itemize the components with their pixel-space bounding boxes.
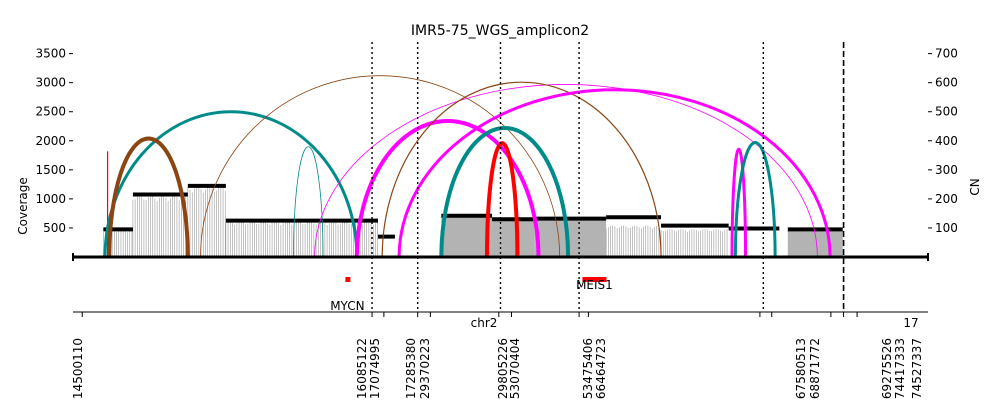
gene-mark-meis1	[582, 277, 607, 282]
breakpoint-arc	[314, 84, 818, 258]
y-axis-label-right: CN	[968, 178, 982, 195]
breakpoint-arc	[733, 141, 777, 258]
y-tick-label-right: 100	[935, 221, 958, 235]
x-axis-label-chr17: 17	[903, 316, 918, 330]
breakpoint-label: 74527337	[910, 338, 924, 399]
breakpoint-lines-layer	[371, 42, 845, 312]
breakpoint-label: 53070404	[508, 338, 522, 399]
y-axis-label-left: Coverage	[16, 177, 30, 235]
breakpoint-arc	[354, 119, 541, 258]
breakpoint-arc	[381, 81, 662, 258]
y-tick-label-left: 1500	[35, 163, 66, 177]
breakpoint-arcs-layer	[103, 75, 832, 258]
breakpoint-label: 67580513	[794, 338, 808, 399]
breakpoint-label: 17285380	[404, 338, 418, 399]
breakpoint-label: 16085122	[355, 338, 369, 399]
y-tick-label-right: 500	[935, 105, 958, 119]
breakpoint-arc	[439, 126, 571, 258]
cn-segments-layer	[103, 183, 843, 239]
breakpoint-labels: 14500110 16085122 17074995 17285380 29370223…	[71, 338, 924, 399]
breakpoint-arc	[730, 147, 748, 258]
breakpoint-label: 53475406	[581, 338, 595, 399]
coverage-region	[492, 220, 535, 257]
breakpoint-label: 29805226	[496, 338, 510, 399]
y-tick-label-right: 200	[935, 192, 958, 206]
y-tick-label-right: 700	[935, 47, 958, 61]
gene-label-meis1: MEIS1	[576, 278, 613, 292]
gene-track: MYCN MEIS1	[330, 277, 613, 313]
gene-label-mycn: MYCN	[330, 299, 364, 313]
breakpoint-arc	[107, 136, 190, 258]
coverage-region	[441, 216, 493, 257]
breakpoint-arc	[293, 146, 324, 258]
breakpoint-label: 14500110	[71, 338, 85, 399]
breakpoint-label: 74417333	[893, 338, 907, 399]
coverage-region	[534, 218, 607, 257]
axes-layer: 500 1000 1500 2000 2500 3000 3500 100 200 300 400 5…	[35, 47, 958, 317]
breakpoint-label: 68871772	[808, 338, 822, 399]
breakpoint-arc	[484, 141, 520, 258]
y-tick-label-left: 3500	[35, 47, 66, 61]
y-tick-label-left: 2500	[35, 105, 66, 119]
breakpoint-label: 17074995	[368, 338, 382, 399]
y-tick-label-right: 400	[935, 134, 958, 148]
y-tick-label-left: 2000	[35, 134, 66, 148]
y-tick-label-left: 3000	[35, 76, 66, 90]
breakpoint-label: 29370223	[418, 338, 432, 399]
breakpoint-arc	[103, 110, 359, 258]
x-axis-label: chr2	[471, 316, 498, 330]
coverage-layer	[103, 151, 843, 257]
breakpoint-label: 69275526	[880, 338, 894, 399]
y-tick-label-right: 300	[935, 163, 958, 177]
breakpoint-label: 66464723	[594, 338, 608, 399]
y-tick-label-left: 1000	[35, 192, 66, 206]
y-tick-label-right: 600	[935, 76, 958, 90]
gene-mark-mycn	[345, 277, 351, 282]
breakpoint-arc	[397, 88, 832, 258]
y-tick-label-left: 500	[43, 221, 66, 235]
chart-title: IMR5-75_WGS_amplicon2	[411, 23, 589, 39]
